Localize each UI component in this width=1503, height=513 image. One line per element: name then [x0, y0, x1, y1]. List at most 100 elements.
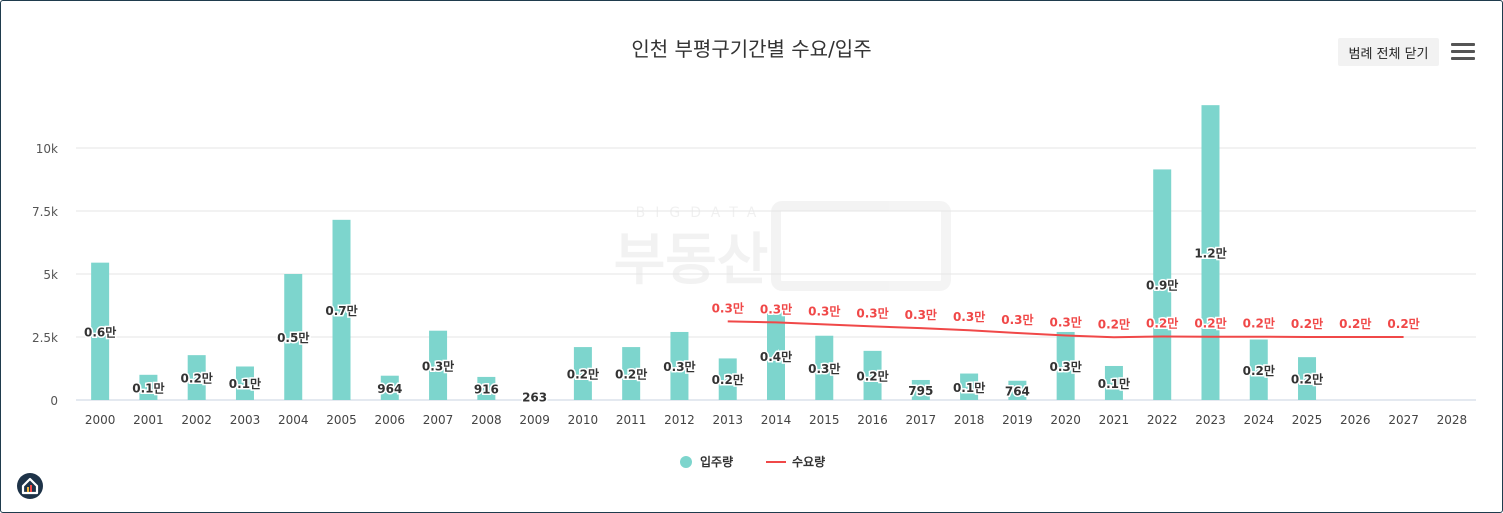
x-tick-label: 2006 [375, 413, 406, 427]
line-data-label: 0.2만 [1291, 316, 1323, 331]
x-tick-label: 2008 [471, 413, 502, 427]
line-data-label: 0.3만 [905, 307, 937, 322]
line-data-label: 0.2만 [1194, 316, 1226, 331]
line-data-label: 0.2만 [1098, 316, 1130, 331]
bar-data-label: 0.2만 [567, 367, 599, 382]
line-data-label: 0.2만 [1146, 315, 1178, 330]
line-data-label: 0.2만 [1387, 316, 1419, 331]
bar-data-label: 0.1만 [229, 376, 261, 391]
x-tick-label: 2021 [1099, 413, 1130, 427]
bar-data-labels: 0.6만 0.1만 0.2만 0.1만 0.5만 0.7만 964 0.3만 916 263 0.2… [82, 244, 1324, 406]
line-series [727, 320, 1404, 339]
bar-data-label: 0.2만 [615, 367, 647, 382]
legend-toggle-button[interactable]: 범례 전체 닫기 [1338, 38, 1439, 66]
x-tick-label: 2009 [519, 413, 550, 427]
bar-data-label: 0.1만 [953, 380, 985, 395]
y-tick-label: 0 [50, 394, 58, 408]
x-tick-label: 2002 [181, 413, 212, 427]
bar [1201, 105, 1220, 400]
bar-data-label: 0.5만 [277, 330, 309, 345]
x-tick-label: 2017 [906, 413, 937, 427]
hamburger-menu-icon[interactable] [1451, 43, 1475, 63]
bar-data-label: 263 [522, 391, 547, 405]
bar-data-label: 0.1만 [132, 380, 164, 395]
bar-data-label: 964 [377, 382, 402, 396]
legend-marker-bar [680, 456, 692, 468]
bar [477, 376, 496, 400]
bar [187, 355, 206, 400]
line-data-label: 0.3만 [808, 303, 840, 318]
watermark-main-text: 부동산 [614, 228, 769, 293]
bar-data-label: 0.2만 [856, 368, 888, 383]
bar [525, 393, 544, 400]
bar-data-label: 764 [1005, 384, 1030, 398]
bar [1249, 339, 1268, 400]
bar [1056, 331, 1075, 400]
x-tick-label: 2003 [230, 413, 261, 427]
bar-data-label: 0.3만 [808, 361, 840, 376]
y-tick-label: 2.5k [32, 331, 58, 345]
x-tick-label: 2025 [1292, 413, 1323, 427]
bar [960, 373, 979, 400]
y-tick-label: 10k [36, 142, 58, 156]
bar [670, 331, 689, 400]
x-tick-label: 2028 [1437, 413, 1468, 427]
bar [380, 375, 399, 400]
x-tick-label: 2004 [278, 413, 309, 427]
bar [573, 347, 592, 400]
x-tick-label: 2022 [1147, 413, 1178, 427]
bar-series [91, 105, 1317, 400]
bar [429, 330, 448, 400]
line-data-label: 0.3만 [760, 301, 792, 316]
bar-data-label: 0.7만 [325, 303, 357, 318]
legend[interactable]: 입주량 수요량 [680, 455, 825, 469]
x-tick-label: 2015 [809, 413, 840, 427]
watermark-top-text: BIGDATA [636, 205, 767, 221]
x-tick-label: 2010 [568, 413, 599, 427]
bar [1153, 169, 1172, 400]
bar-data-label: 0.2만 [1243, 363, 1275, 378]
bar-data-label: 0.3만 [422, 358, 454, 373]
bar-data-label: 1.2만 [1194, 246, 1226, 261]
home-logo-icon[interactable] [17, 473, 43, 499]
y-axis: 0 2.5k 5k 7.5k 10k [32, 142, 58, 408]
bar-data-label: 0.2만 [181, 371, 213, 386]
bar [1298, 357, 1317, 400]
x-tick-label: 2014 [761, 413, 792, 427]
bar-data-label: 795 [908, 384, 933, 398]
x-tick-label: 2013 [712, 413, 743, 427]
line-data-label: 0.2만 [1339, 316, 1371, 331]
bar [767, 311, 785, 400]
demand-line [727, 320, 1404, 339]
bar-data-label: 0.3만 [663, 359, 695, 374]
line-data-label: 0.3만 [856, 305, 888, 320]
bar-data-label: 916 [474, 382, 499, 396]
x-tick-label: 2016 [857, 413, 888, 427]
line-data-label: 0.3만 [953, 309, 985, 324]
line-data-label: 0.2만 [1243, 316, 1275, 331]
chart-title: 인천 부평구기간별 수요/입주 [631, 37, 872, 61]
bar [815, 335, 834, 400]
bar [1104, 365, 1123, 400]
x-axis: 2000 2001 2002 2003 2004 2005 2006 2007 2008 2009… [85, 413, 1467, 427]
x-tick-label: 2020 [1050, 413, 1081, 427]
x-tick-label: 2001 [133, 413, 164, 427]
bar-data-label: 0.6만 [84, 324, 116, 339]
legend-label-line: 수요량 [792, 455, 825, 469]
bar-data-label: 0.2만 [712, 372, 744, 387]
bar [284, 274, 303, 400]
bar [235, 366, 254, 400]
x-tick-label: 2011 [616, 413, 647, 427]
y-tick-label: 7.5k [32, 205, 58, 219]
bar-data-label: 0.3만 [1049, 359, 1081, 374]
legend-label-bar: 입주량 [700, 455, 733, 469]
bar [863, 350, 882, 400]
x-tick-label: 2000 [85, 413, 116, 427]
y-tick-label: 5k [43, 268, 58, 282]
line-data-label: 0.3만 [1001, 312, 1033, 327]
line-data-label: 0.3만 [712, 300, 744, 315]
bar [1008, 380, 1027, 400]
bar-data-label: 0.4만 [760, 349, 792, 364]
bar [622, 347, 641, 400]
